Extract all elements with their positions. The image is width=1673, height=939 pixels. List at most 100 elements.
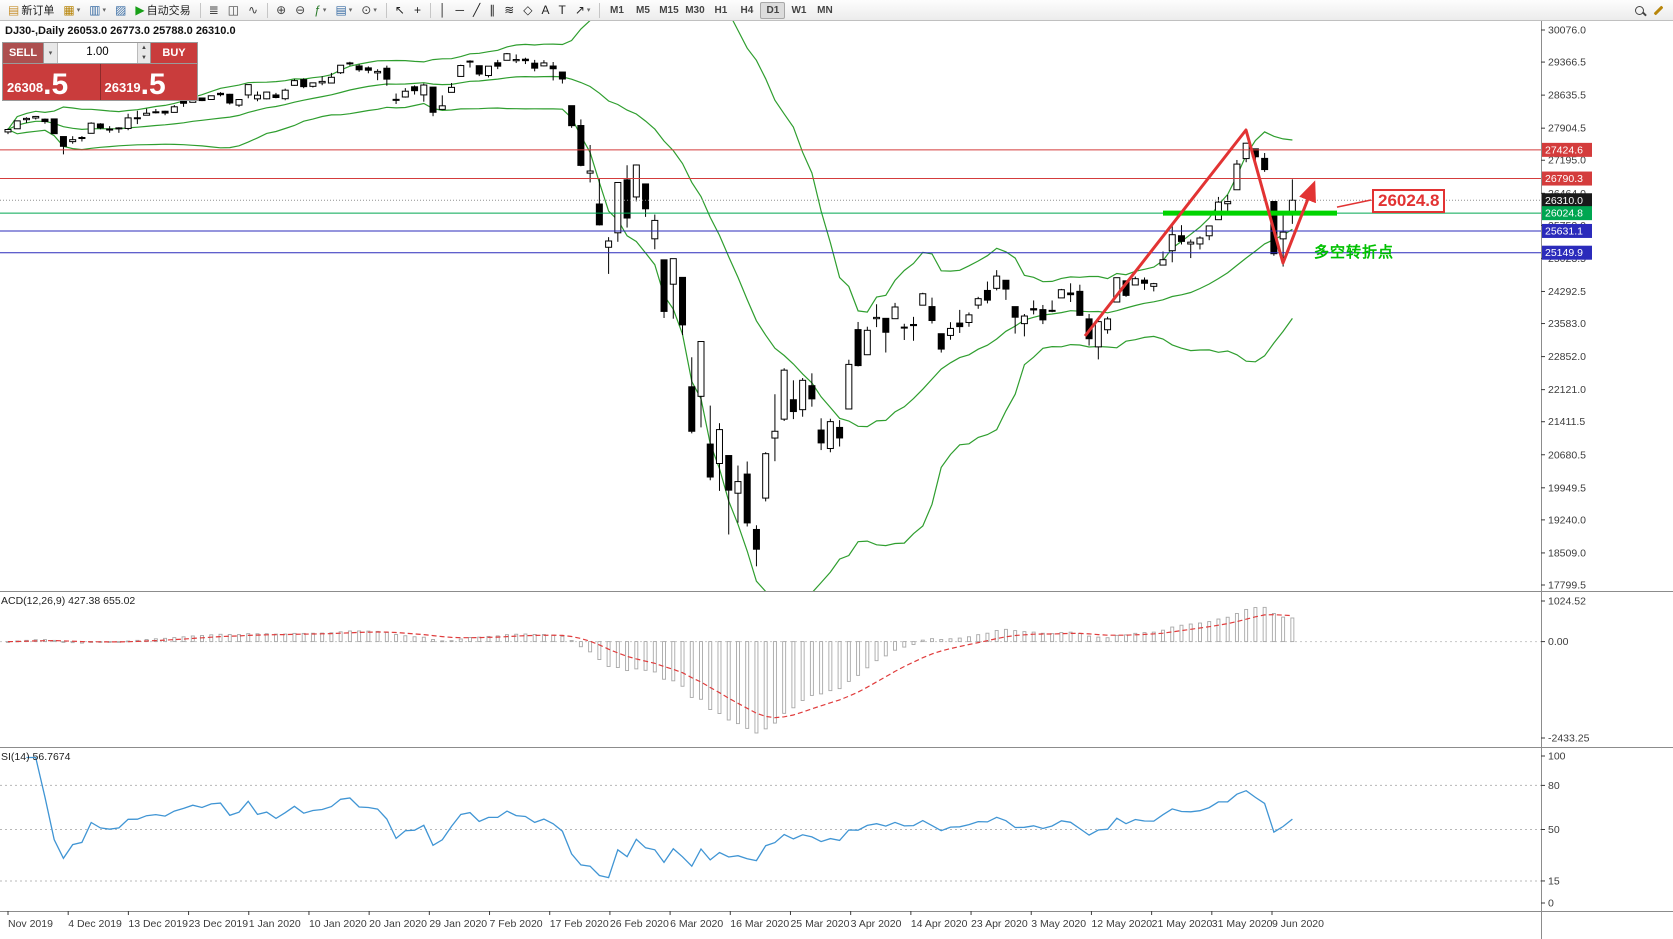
cursor-button[interactable]: ↖ [391, 1, 409, 19]
vertical-line-button[interactable]: │ [435, 1, 451, 19]
profiles-button[interactable]: ▥ ▾ [85, 1, 110, 19]
svg-text:27195.0: 27195.0 [1548, 155, 1586, 167]
auto-trading-button[interactable]: ▶ 自动交易 [131, 1, 194, 19]
svg-text:19240.0: 19240.0 [1548, 514, 1586, 526]
arrows-button[interactable]: ↗ ▾ [571, 1, 595, 19]
channel-icon: ∥ [489, 3, 496, 17]
periods-button[interactable]: ⊙ ▾ [357, 1, 381, 19]
timeframe-m5-button[interactable]: M5 [630, 2, 655, 19]
toolbar-separator [385, 2, 387, 18]
buy-price-main: 26319 [104, 80, 141, 95]
svg-text:25149.9: 25149.9 [1545, 247, 1583, 259]
svg-text:0: 0 [1548, 898, 1554, 910]
zoom-in-button[interactable]: ⊕ [272, 1, 290, 19]
channel-button[interactable]: ∥ [485, 1, 499, 19]
svg-text:1 Jan 2020: 1 Jan 2020 [249, 918, 301, 930]
new-chart-icon: ▦ [63, 3, 75, 17]
svg-text:21411.5: 21411.5 [1548, 416, 1585, 428]
timeframe-mn-button[interactable]: MN [812, 2, 837, 19]
line-chart-button[interactable]: ∿ [244, 1, 262, 19]
zoom-out-icon: ⊖ [295, 3, 306, 17]
candlestick-chart-button[interactable]: ◫ [224, 1, 243, 19]
rsi-indicator-label: SI(14) 56.7674 [1, 751, 71, 763]
svg-text:25631.1: 25631.1 [1545, 225, 1583, 237]
bar-chart-button[interactable]: ≣ [205, 1, 223, 19]
svg-text:23 Apr 2020: 23 Apr 2020 [971, 918, 1028, 930]
svg-text:1024.52: 1024.52 [1548, 596, 1586, 608]
svg-text:24292.5: 24292.5 [1548, 286, 1586, 298]
volume-down-button[interactable]: ▼ [138, 53, 150, 63]
svg-text:10 Jan 2020: 10 Jan 2020 [309, 918, 367, 930]
timeframe-m1-button[interactable]: M1 [604, 2, 629, 19]
svg-text:100: 100 [1548, 751, 1566, 763]
trendline-button[interactable]: ╱ [469, 1, 484, 19]
svg-text:Nov 2019: Nov 2019 [8, 918, 53, 930]
toolbar-separator [599, 2, 601, 18]
svg-text:4 Dec 2019: 4 Dec 2019 [68, 918, 122, 930]
shapes-button[interactable]: ◇ [519, 1, 536, 19]
svg-text:19949.5: 19949.5 [1548, 482, 1586, 494]
sell-price-pip: .5 [43, 68, 69, 101]
svg-text:31 May 2020: 31 May 2020 [1212, 918, 1273, 930]
vertical-line-icon: │ [438, 3, 447, 17]
new-order-label: 新订单 [21, 5, 55, 17]
templates-icon: ▤ [335, 3, 347, 17]
svg-text:27424.6: 27424.6 [1545, 144, 1583, 156]
svg-text:29 Jan 2020: 29 Jan 2020 [429, 918, 487, 930]
volume-dropdown-button[interactable]: ▾ [44, 43, 58, 63]
svg-text:26024.8: 26024.8 [1545, 208, 1583, 220]
time-axis-labels: Nov 2019 4 Dec 2019 13 Dec 2019 23 Dec 2019… [7, 911, 1324, 930]
price-tag-25631.1: 25631.1 [1542, 223, 1592, 238]
price-tag-26024.8: 26024.8 [1542, 206, 1592, 221]
edit-button[interactable] [1649, 1, 1668, 19]
line-chart-icon: ∿ [248, 3, 259, 17]
timeframe-w1-button[interactable]: W1 [786, 2, 811, 19]
new-chart-button[interactable]: ▦ ▾ [59, 1, 84, 19]
rsi-axis-labels: 100 80 50 15 0 [1541, 751, 1566, 910]
indicators-icon: ƒ [314, 3, 321, 17]
toolbar-separator [429, 2, 431, 18]
timeframe-m30-button[interactable]: M30 [682, 2, 707, 19]
svg-text:30076.0: 30076.0 [1548, 25, 1586, 37]
svg-text:80: 80 [1548, 780, 1560, 792]
buy-button[interactable]: BUY [151, 43, 197, 63]
volume-stepper: ▲ ▼ [137, 43, 150, 63]
label-button[interactable]: T [555, 1, 570, 19]
price-callout[interactable]: 26024.8 [1372, 189, 1446, 213]
fibonacci-icon: ≋ [504, 3, 515, 17]
trade-panel-price-row: 26308.5 26319.5 [3, 63, 197, 100]
sell-button[interactable]: SELL [3, 43, 43, 63]
new-order-button[interactable]: ▤ 新订单 [4, 1, 58, 19]
search-button[interactable] [1631, 1, 1648, 19]
svg-text:18509.0: 18509.0 [1548, 547, 1586, 559]
sell-price-button[interactable]: 26308.5 [3, 64, 101, 100]
templates-button[interactable]: ▤ ▾ [331, 1, 356, 19]
crosshair-button[interactable]: + [410, 1, 425, 19]
dropdown-arrow-icon: ▾ [76, 7, 81, 14]
timeframe-h4-button[interactable]: H4 [734, 2, 759, 19]
svg-text:3 May 2020: 3 May 2020 [1031, 918, 1086, 930]
horizontal-line-button[interactable]: ─ [451, 1, 468, 19]
trend-zigzag-arrow[interactable] [1083, 128, 1316, 337]
volume-up-button[interactable]: ▲ [138, 43, 150, 53]
fibonacci-button[interactable]: ≋ [500, 1, 518, 19]
svg-text:6 Mar 2020: 6 Mar 2020 [670, 918, 723, 930]
market-watch-button[interactable]: ▨ [111, 1, 130, 19]
volume-value: 1.00 [86, 46, 109, 58]
cursor-icon: ↖ [394, 3, 405, 17]
timeframe-d1-button[interactable]: D1 [760, 1, 786, 19]
shapes-icon: ◇ [523, 3, 533, 17]
svg-text:26 Feb 2020: 26 Feb 2020 [610, 918, 669, 930]
turning-point-annotation[interactable]: 多空转折点 [1314, 244, 1395, 261]
timeframe-h1-button[interactable]: H1 [708, 2, 733, 19]
timeframe-m15-button[interactable]: M15 [656, 2, 681, 19]
text-button[interactable]: A [538, 1, 554, 19]
volume-field[interactable]: ▾ 1.00 ▲ ▼ [43, 43, 151, 63]
buy-price-pip: .5 [140, 68, 166, 101]
zoom-out-button[interactable]: ⊖ [291, 1, 309, 19]
dropdown-arrow-icon: ▾ [322, 7, 327, 14]
auto-trading-label: 自动交易 [146, 5, 191, 17]
buy-price-button[interactable]: 26319.5 [100, 64, 197, 101]
indicators-button[interactable]: ƒ ▾ [310, 1, 330, 19]
